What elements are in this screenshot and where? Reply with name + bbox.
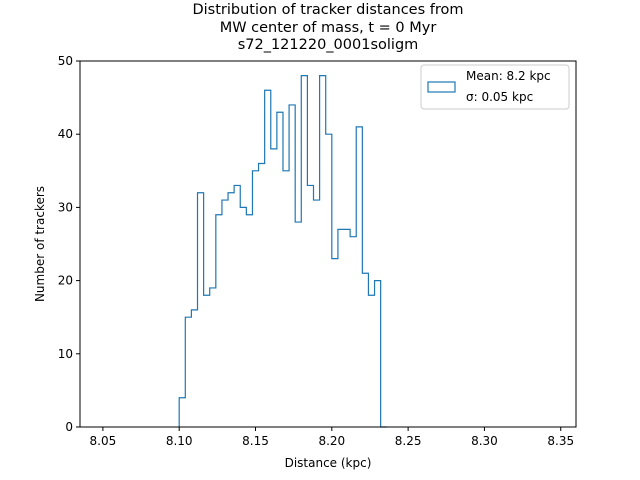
x-tick-label: 8.35 — [547, 434, 574, 448]
x-axis-label: Distance (kpc) — [285, 456, 372, 470]
title-line-2: MW center of mass, t = 0 Myr — [220, 20, 437, 36]
y-tick-label: 20 — [58, 274, 73, 288]
y-axis: 0 10 20 30 40 50 — [58, 54, 80, 434]
plot-area — [79, 60, 577, 428]
x-axis: 8.05 8.10 8.15 8.20 8.25 8.30 8.35 — [90, 427, 574, 448]
x-tick-label: 8.15 — [242, 434, 269, 448]
axes-frame — [79, 60, 577, 428]
legend-mean-text: Mean: 8.2 kpc — [466, 69, 551, 83]
legend-frame — [420, 64, 570, 110]
y-axis-label: Number of trackers — [33, 186, 47, 302]
legend-sigma-text: σ: 0.05 kpc — [466, 90, 533, 104]
x-tick-label: 8.20 — [318, 434, 345, 448]
y-tick-label: 40 — [58, 127, 73, 141]
y-tick-label: 10 — [58, 347, 73, 361]
x-tick-label: 8.10 — [166, 434, 193, 448]
y-tick-label: 50 — [58, 54, 73, 68]
x-tick-label: 8.30 — [471, 434, 498, 448]
y-tick-label: 30 — [58, 200, 73, 214]
x-tick-label: 8.25 — [395, 434, 422, 448]
legend: Mean: 8.2 kpc σ: 0.05 kpc — [420, 64, 570, 110]
x-tick-label: 8.05 — [90, 434, 117, 448]
chart-title: Distribution of tracker distances from M… — [192, 2, 463, 53]
histogram-step-line — [178, 75, 387, 428]
y-tick-label: 0 — [65, 420, 73, 434]
title-line-3: s72_121220_0001soligm — [238, 37, 419, 53]
title-line-1: Distribution of tracker distances from — [192, 2, 463, 18]
legend-swatch — [427, 81, 456, 93]
